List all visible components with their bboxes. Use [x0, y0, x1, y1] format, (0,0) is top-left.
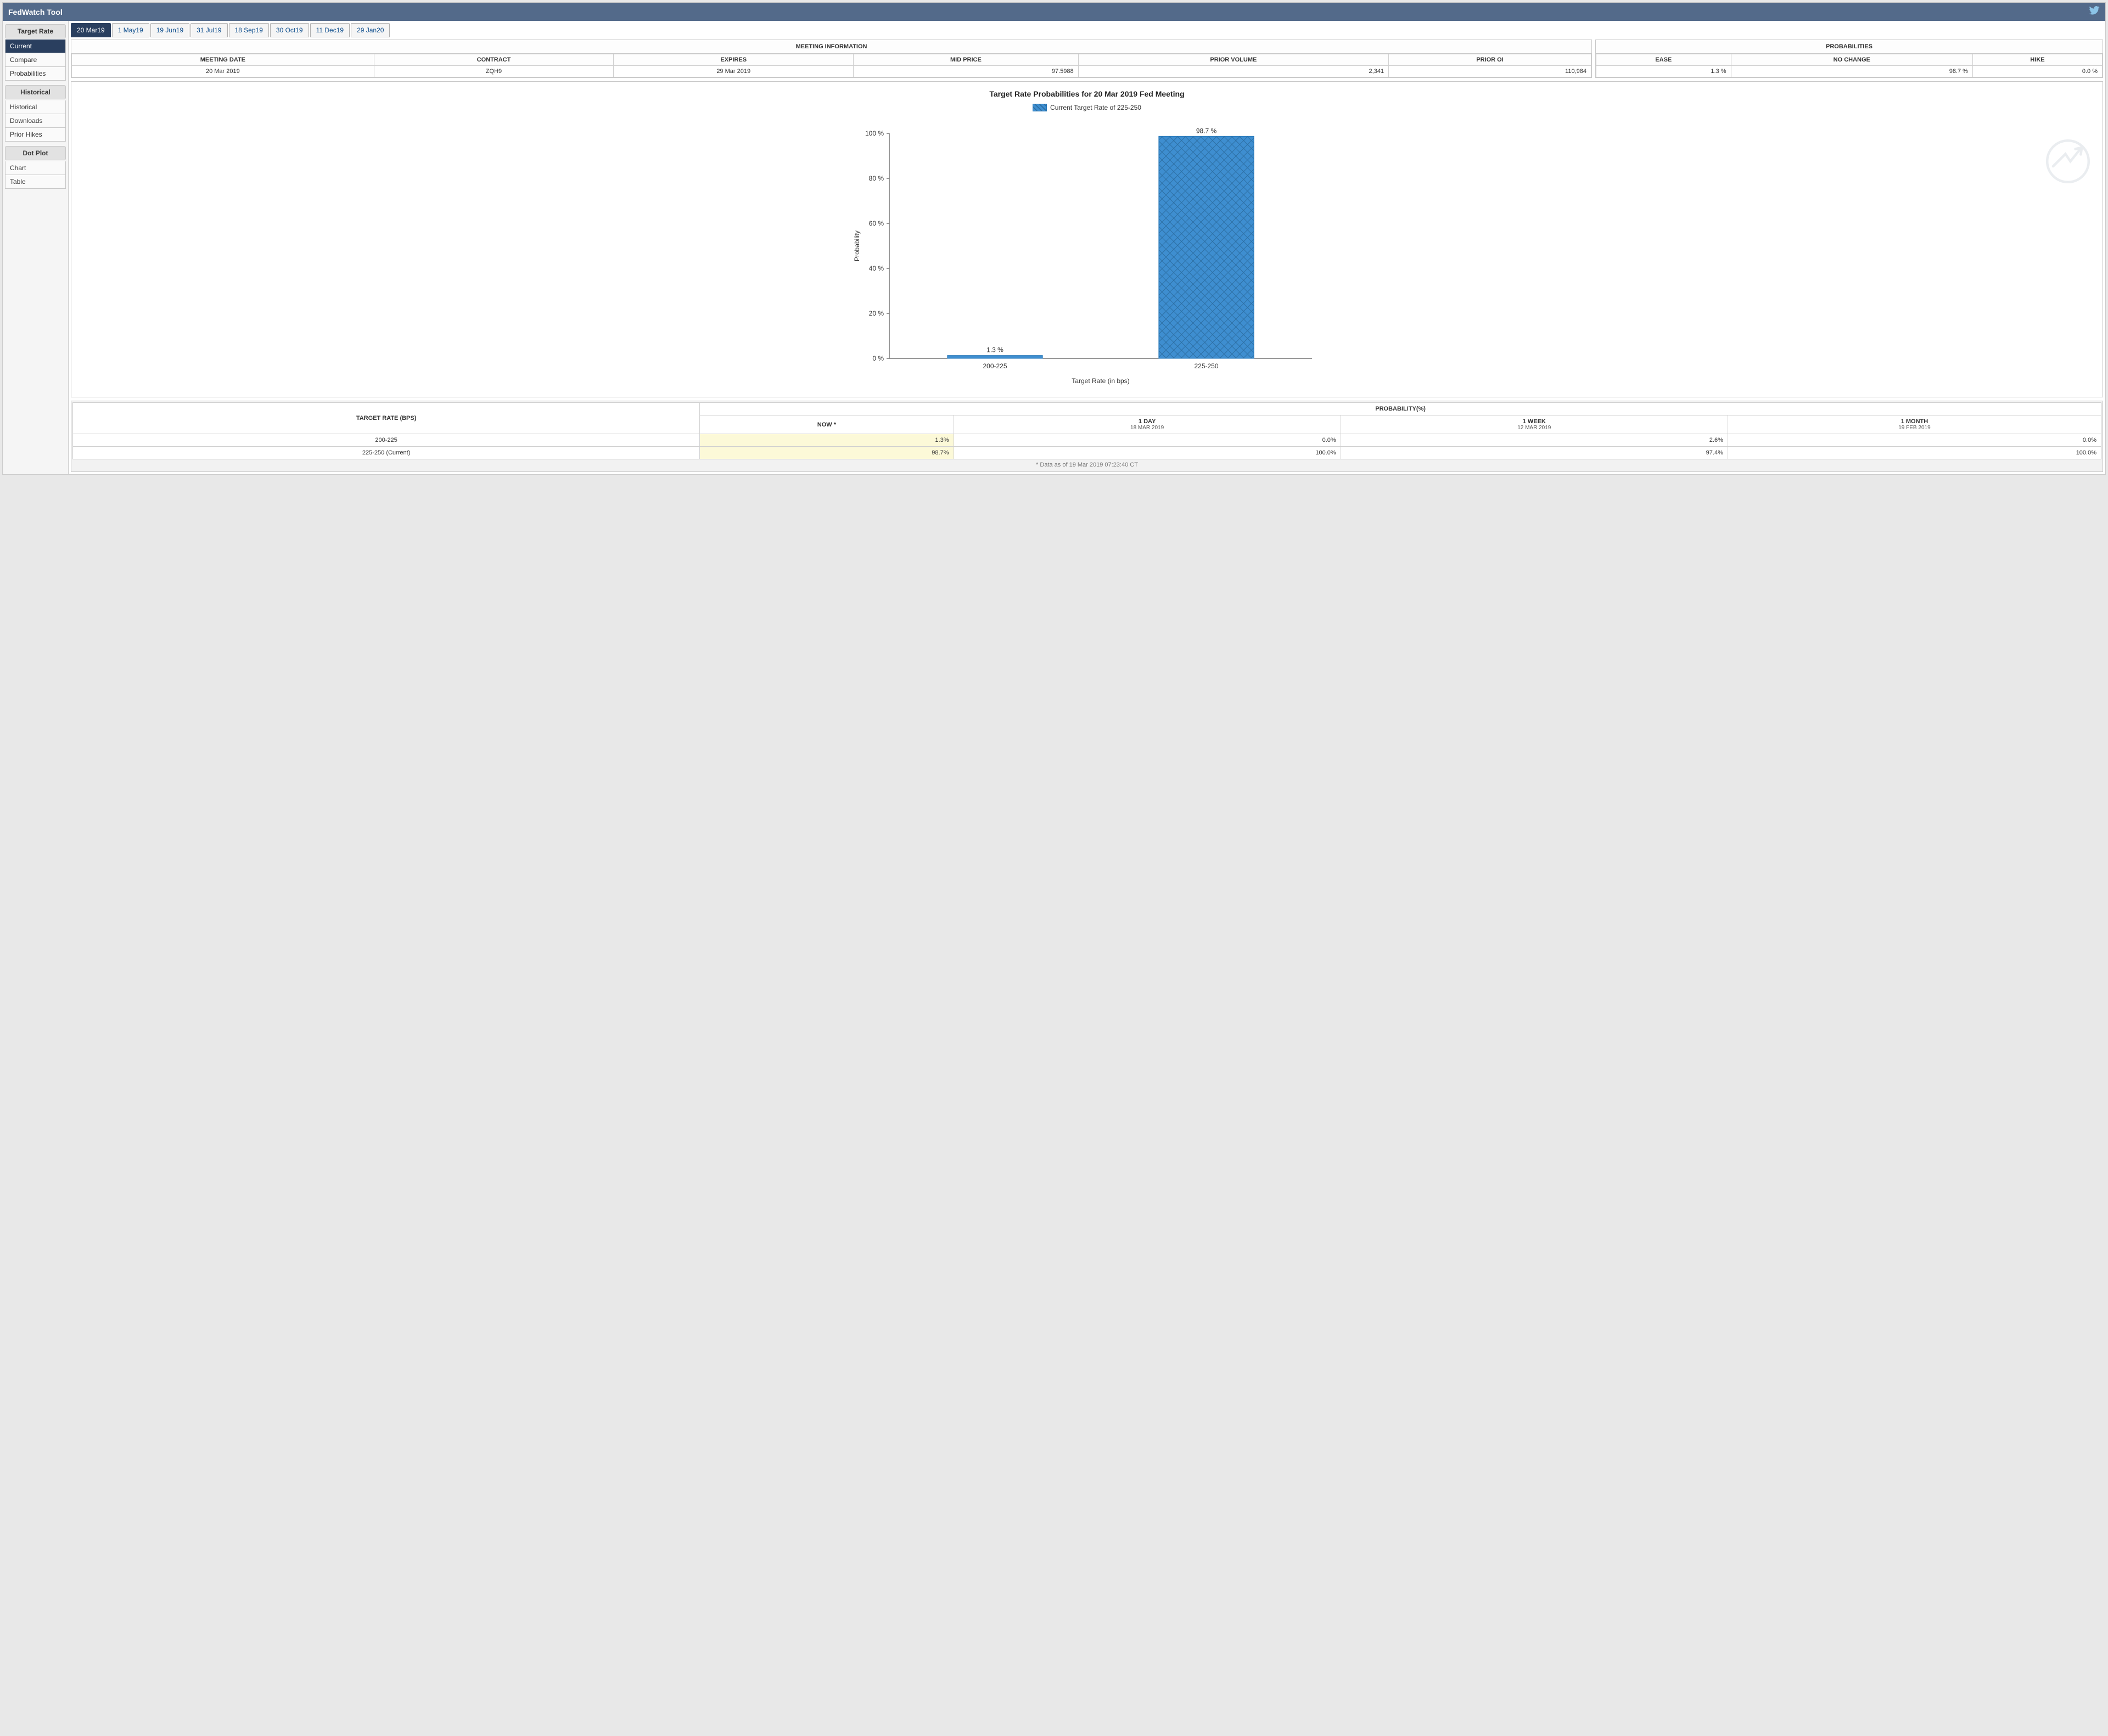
meeting-col-head: MID PRICE	[854, 54, 1079, 66]
svg-text:Target Rate (in bps): Target Rate (in bps)	[1072, 377, 1129, 385]
prob-cell: 0.0 %	[1972, 66, 2102, 77]
sidebar-item-downloads[interactable]: Downloads	[5, 114, 66, 128]
meeting-cell: 110,984	[1389, 66, 1591, 77]
tab-1may19[interactable]: 1 May19	[112, 23, 149, 37]
meeting-col-head: PRIOR VOLUME	[1078, 54, 1388, 66]
history-value-cell: 2.6%	[1341, 434, 1728, 447]
svg-text:200-225: 200-225	[983, 362, 1007, 370]
svg-text:225-250: 225-250	[1194, 362, 1218, 370]
history-rate-cell: 200-225	[73, 434, 700, 447]
tab-20mar19[interactable]: 20 Mar19	[71, 23, 111, 37]
meeting-info-title: MEETING INFORMATION	[71, 40, 1591, 54]
probabilities-title: PROBABILITIES	[1596, 40, 2103, 54]
svg-text:40 %: 40 %	[869, 265, 884, 272]
prob-col-head: EASE	[1596, 54, 1731, 66]
history-panel: TARGET RATE (BPS)PROBABILITY(%)NOW *1 DA…	[71, 401, 2103, 472]
history-value-cell: 100.0%	[954, 447, 1341, 459]
table-row: 200-2251.3%0.0%2.6%0.0%	[73, 434, 2101, 447]
meeting-col-head: CONTRACT	[374, 54, 614, 66]
chart-panel: Target Rate Probabilities for 20 Mar 201…	[71, 81, 2103, 397]
history-subcol: 1 DAY18 MAR 2019	[954, 415, 1341, 434]
meeting-cell: 2,341	[1078, 66, 1388, 77]
meeting-cell: 29 Mar 2019	[614, 66, 854, 77]
legend-swatch	[1033, 104, 1047, 111]
meeting-info-box: MEETING INFORMATION MEETING DATECONTRACT…	[71, 40, 1592, 78]
history-value-cell: 1.3%	[700, 434, 954, 447]
history-value-cell: 100.0%	[1728, 447, 2101, 459]
meeting-cell: ZQH9	[374, 66, 614, 77]
sidebar-group-head: Dot Plot	[5, 146, 66, 160]
probabilities-box: PROBABILITIES EASENO CHANGEHIKE 1.3 %98.…	[1595, 40, 2103, 78]
chart-legend: Current Target Rate of 225-250	[77, 104, 2097, 111]
probability-bar-chart: 0 % 20 % 40 % 60 % 80 % 100 % Probability 1.3 %…	[840, 117, 1334, 391]
svg-text:Probability: Probability	[853, 231, 861, 261]
legend-label: Current Target Rate of 225-250	[1050, 104, 1141, 111]
tab-19jun19[interactable]: 19 Jun19	[150, 23, 189, 37]
history-subcol: 1 WEEK12 MAR 2019	[1341, 415, 1728, 434]
history-value-cell: 97.4%	[1341, 447, 1728, 459]
history-subcol: 1 MONTH19 FEB 2019	[1728, 415, 2101, 434]
svg-text:20 %: 20 %	[869, 310, 884, 317]
svg-text:1.3 %: 1.3 %	[986, 346, 1003, 354]
sidebar: Target Rate CurrentCompareProbabilities Hi…	[3, 21, 69, 474]
tab-29jan20[interactable]: 29 Jan20	[351, 23, 390, 37]
twitter-icon[interactable]	[2089, 6, 2100, 18]
sidebar-item-compare[interactable]: Compare	[5, 53, 66, 67]
svg-text:0 %: 0 %	[872, 355, 884, 362]
tab-30oct19[interactable]: 30 Oct19	[270, 23, 309, 37]
meeting-col-head: PRIOR OI	[1389, 54, 1591, 66]
sidebar-item-historical[interactable]: Historical	[5, 100, 66, 114]
watermark-icon	[2043, 137, 2093, 188]
sidebar-item-current[interactable]: Current	[5, 40, 66, 53]
prob-col-head: HIKE	[1972, 54, 2102, 66]
meeting-col-head: EXPIRES	[614, 54, 854, 66]
table-row: 225-250 (Current)98.7%100.0%97.4%100.0%	[73, 447, 2101, 459]
history-value-cell: 98.7%	[700, 447, 954, 459]
sidebar-item-probabilities[interactable]: Probabilities	[5, 67, 66, 81]
meeting-cell: 97.5988	[854, 66, 1079, 77]
history-col-prob: PROBABILITY(%)	[700, 403, 2101, 415]
meeting-info-table: MEETING DATECONTRACTEXPIRESMID PRICEPRIO…	[71, 54, 1591, 77]
prob-col-head: NO CHANGE	[1731, 54, 1972, 66]
svg-text:60 %: 60 %	[869, 220, 884, 227]
prob-cell: 98.7 %	[1731, 66, 1972, 77]
tab-18sep19[interactable]: 18 Sep19	[229, 23, 269, 37]
probabilities-table: EASENO CHANGEHIKE 1.3 %98.7 %0.0 %	[1596, 54, 2103, 77]
sidebar-group-head: Target Rate	[5, 24, 66, 38]
tab-11dec19[interactable]: 11 Dec19	[310, 23, 350, 37]
history-rate-cell: 225-250 (Current)	[73, 447, 700, 459]
date-tabs: 20 Mar191 May1919 Jun1931 Jul1918 Sep193…	[71, 23, 2103, 37]
app-title: FedWatch Tool	[8, 8, 63, 16]
svg-text:98.7 %: 98.7 %	[1196, 127, 1217, 134]
main-panel: 20 Mar191 May1919 Jun1931 Jul1918 Sep193…	[69, 21, 2105, 474]
sidebar-item-table[interactable]: Table	[5, 175, 66, 189]
history-col-rate: TARGET RATE (BPS)	[73, 403, 700, 434]
app-window: FedWatch Tool Target RateCurrentCompareP…	[2, 2, 2106, 475]
history-subcol: NOW *	[700, 415, 954, 434]
sidebar-group-head: Historical	[5, 85, 66, 99]
history-value-cell: 0.0%	[954, 434, 1341, 447]
meeting-col-head: MEETING DATE	[72, 54, 374, 66]
chart-title: Target Rate Probabilities for 20 Mar 201…	[77, 89, 2097, 98]
history-value-cell: 0.0%	[1728, 434, 2101, 447]
sidebar-item-chart[interactable]: Chart	[5, 161, 66, 175]
sidebar-item-prior-hikes[interactable]: Prior Hikes	[5, 128, 66, 142]
meeting-cell: 20 Mar 2019	[72, 66, 374, 77]
svg-text:100 %: 100 %	[865, 130, 884, 137]
history-table: TARGET RATE (BPS)PROBABILITY(%)NOW *1 DA…	[72, 402, 2101, 459]
prob-cell: 1.3 %	[1596, 66, 1731, 77]
tab-31jul19[interactable]: 31 Jul19	[190, 23, 227, 37]
titlebar: FedWatch Tool	[3, 3, 2105, 21]
footnote: * Data as of 19 Mar 2019 07:23:40 CT	[72, 459, 2101, 470]
svg-text:80 %: 80 %	[869, 175, 884, 182]
